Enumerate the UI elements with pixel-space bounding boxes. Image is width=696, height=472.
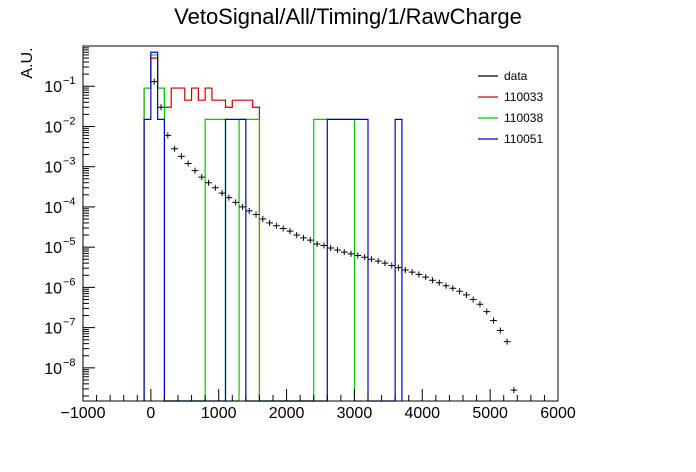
data-point xyxy=(340,249,348,256)
data-point xyxy=(442,282,450,289)
series-110051-line xyxy=(143,51,403,402)
data-point xyxy=(232,199,240,206)
x-tick-label: 5000 xyxy=(472,405,508,422)
data-point xyxy=(320,242,328,249)
y-tick-exponent: −5 xyxy=(63,236,76,248)
data-point xyxy=(449,285,457,292)
data-point xyxy=(374,258,382,265)
data-point xyxy=(198,174,206,181)
data-point xyxy=(469,296,477,303)
y-tick-label: 10 xyxy=(44,321,62,338)
data-point xyxy=(429,277,436,284)
data-point xyxy=(476,301,484,308)
legend-label-data: data xyxy=(504,69,528,83)
data-point xyxy=(401,267,409,274)
legend-label-110038: 110038 xyxy=(504,111,543,125)
data-point xyxy=(184,160,192,167)
data-point xyxy=(327,245,335,252)
y-tick-label: 10 xyxy=(44,119,62,136)
data-point xyxy=(245,207,253,214)
legend-label-110051: 110051 xyxy=(504,132,543,146)
data-point xyxy=(496,327,504,334)
data-point xyxy=(157,104,165,111)
data-point xyxy=(171,145,178,152)
data-point xyxy=(395,264,402,271)
data-point xyxy=(205,179,212,186)
data-point xyxy=(483,308,491,315)
data-point xyxy=(191,167,199,174)
y-tick-label: 10 xyxy=(44,160,62,177)
data-point xyxy=(388,262,396,269)
series-data-points xyxy=(150,78,518,394)
data-point xyxy=(178,153,185,160)
plot-series-group xyxy=(143,51,518,402)
data-point xyxy=(150,78,158,85)
y-tick-exponent: −7 xyxy=(63,317,76,329)
data-point xyxy=(306,237,314,244)
data-point xyxy=(164,132,172,139)
plot-frame xyxy=(82,45,559,402)
data-point xyxy=(415,271,423,278)
data-point xyxy=(381,260,389,267)
y-tick-exponent: −4 xyxy=(63,196,76,208)
legend: data 110033 110038 110051 xyxy=(478,69,543,146)
x-tick-label: 2000 xyxy=(269,405,305,422)
data-point xyxy=(422,274,430,281)
data-point xyxy=(218,190,226,197)
x-tick-label: 4000 xyxy=(404,405,440,422)
data-point xyxy=(347,250,355,257)
data-point xyxy=(490,317,497,324)
data-point xyxy=(463,291,470,298)
y-tick-label: 10 xyxy=(44,280,62,297)
data-point xyxy=(334,246,341,253)
x-tick-label: 6000 xyxy=(540,405,576,422)
y-tick-label: 10 xyxy=(44,240,62,257)
y-tick-label: 10 xyxy=(44,200,62,217)
y-tick-exponent: −3 xyxy=(63,156,76,168)
x-tick-label: 1000 xyxy=(201,405,237,422)
data-point xyxy=(300,234,307,241)
y-tick-exponent: −1 xyxy=(63,75,76,87)
data-point xyxy=(435,279,443,286)
data-point xyxy=(510,387,518,394)
data-point xyxy=(259,216,267,223)
data-point xyxy=(273,222,280,229)
data-point xyxy=(252,211,260,218)
axes-group: −1000 0 1000 2000 3000 4000 5000 600010−810−710… xyxy=(44,45,576,422)
x-tick-label: 3000 xyxy=(337,405,373,422)
data-point xyxy=(313,240,321,247)
data-point xyxy=(286,228,294,235)
chart-title: VetoSignal/All/Timing/1/RawCharge xyxy=(174,4,522,29)
y-tick-label: 10 xyxy=(44,79,62,96)
data-point xyxy=(279,225,287,232)
x-tick-label: −1000 xyxy=(61,405,106,422)
x-tick-label: 0 xyxy=(146,405,155,422)
data-point xyxy=(211,184,219,191)
data-point xyxy=(225,194,233,201)
data-point xyxy=(354,252,362,259)
y-tick-exponent: −8 xyxy=(63,357,76,369)
data-point xyxy=(456,288,463,295)
legend-label-110033: 110033 xyxy=(504,90,543,104)
data-point xyxy=(293,232,301,239)
y-tick-exponent: −2 xyxy=(63,115,76,127)
y-tick-exponent: −6 xyxy=(63,276,76,288)
data-point xyxy=(361,254,368,261)
data-point xyxy=(266,219,273,226)
y-tick-label: 10 xyxy=(44,361,62,378)
data-point xyxy=(368,256,375,263)
data-point xyxy=(408,269,416,276)
data-point xyxy=(503,338,511,345)
data-point xyxy=(239,203,246,210)
y-axis-label: A.U. xyxy=(19,47,36,78)
